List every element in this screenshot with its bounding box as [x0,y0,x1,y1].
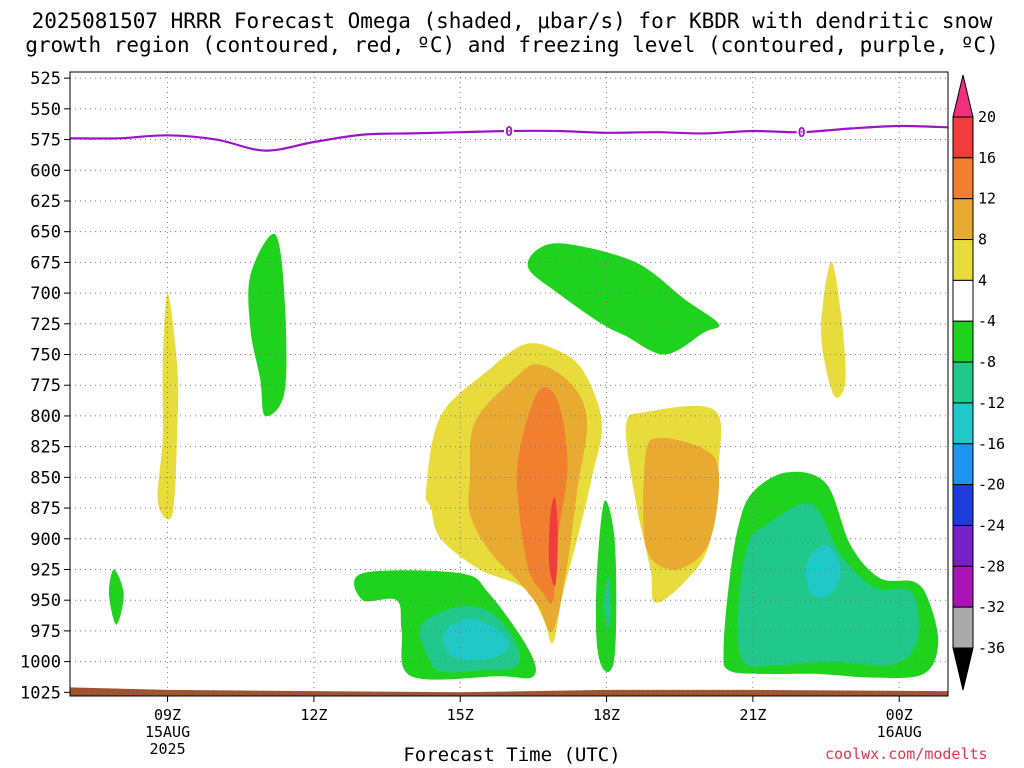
colorbar-label--36: -36 [978,639,1005,657]
y-tick-label-775: 775 [30,376,61,396]
freezing-level-label: 0 [798,126,806,141]
y-tick-label-975: 975 [30,622,61,642]
y-tick-label-575: 575 [30,131,61,151]
x-tick-label-2025: 2025 [149,740,185,758]
colorbar-top-triangle [952,74,974,118]
omega-region-down-18z-core [604,576,611,630]
x-tick-label-12Z: 12Z [300,706,327,724]
omega-region-up-22z [821,262,846,398]
colorbar-swatch-7 [952,402,974,445]
y-tick-label-625: 625 [30,192,61,212]
y-tick-label-650: 650 [30,223,61,243]
y-tick-label-925: 925 [30,560,61,580]
colorbar-swatch-4 [952,279,974,322]
terrain-fill [70,687,948,696]
y-tick-label-600: 600 [30,161,61,181]
colorbar-label-8: 8 [978,231,987,249]
chart-title-line-2: growth region (contoured, red, ºC) and f… [25,33,999,57]
x-tick-label-15Z: 15Z [447,706,474,724]
omega-region-down-11z [248,233,287,417]
plot-frame [69,71,949,697]
omega-region-up-17z-core [548,497,558,587]
colorbar-swatch-9 [952,484,974,526]
y-tick-label-750: 750 [30,346,61,366]
omega-region-down-15z-core [443,618,510,661]
colorbar-label--28: -28 [978,557,1005,575]
y-tick-label-675: 675 [30,253,61,273]
colorbar-swatch-5 [952,320,974,363]
colorbar-swatch-3 [952,239,974,281]
y-tick-label-1000: 1000 [20,653,61,673]
y-tick-label-900: 900 [30,530,61,550]
colorbar-swatch-10 [952,524,974,567]
omega-region-down-19z [527,243,720,355]
colorbar-label-12: 12 [978,190,996,208]
x-axis-label: Forecast Time (UTC) [403,744,621,766]
x-tick-label-15AUG: 15AUG [145,723,190,741]
y-tick-label-850: 850 [30,468,61,488]
omega-region-down-22z-core [805,544,841,598]
y-tick-label-875: 875 [30,499,61,519]
colorbar-label-16: 16 [978,149,996,167]
grid-lines [70,72,948,696]
colorbar-swatch-11 [952,565,974,608]
x-tick-label-16AUG: 16AUG [877,723,922,741]
colorbar-legend: 20 16 12 8 4 -4 -8 -12 -16 -20 -24 -28 -32 -36 [952,74,1005,691]
omega-shaded-regions [108,233,939,680]
y-tick-label-550: 550 [30,100,61,120]
colorbar-label--32: -32 [978,598,1005,616]
x-tick-label-18Z: 18Z [593,706,620,724]
credit-text: coolwx.com/modelts [825,745,988,763]
colorbar-bottom-triangle [952,647,974,691]
y-tick-label-1025: 1025 [20,683,61,703]
omega-region-down-8z [108,569,124,625]
x-tick-label-21Z: 21Z [739,706,766,724]
colorbar-label--24: -24 [978,516,1005,534]
colorbar-label--4: -4 [978,312,996,330]
omega-region-up-09z [157,293,179,520]
colorbar-label--20: -20 [978,476,1005,494]
y-axis-ticks: 525 550 575 600 625 650 675 700 725 750 775 800 825 8… [20,69,70,703]
chart-title-line-1: 2025081507 HRRR Forecast Omega (shaded, … [31,9,993,33]
colorbar-label--16: -16 [978,435,1005,453]
freezing-level-label: 0 [505,125,513,140]
freezing-level-label-bg [796,125,807,140]
y-tick-label-800: 800 [30,407,61,427]
colorbar-swatch-2 [952,198,974,241]
colorbar-swatch-6 [952,361,974,404]
y-tick-label-725: 725 [30,315,61,335]
omega-region-up-19z-core [643,437,720,570]
freezing-level-label-bg [504,123,514,138]
colorbar-label--8: -8 [978,353,996,371]
terrain-strip [70,687,948,696]
x-tick-label-09Z: 09Z [154,706,181,724]
colorbar-label--12: -12 [978,394,1005,412]
y-tick-label-825: 825 [30,438,61,458]
x-tick-label-00Z: 00Z [886,706,913,724]
colorbar-swatch-8 [952,443,974,486]
colorbar-swatch-1 [952,157,974,200]
colorbar-swatch-12 [952,606,974,649]
plot-border [69,71,949,697]
colorbar-label-4: 4 [978,271,987,289]
y-tick-label-700: 700 [30,284,61,304]
colorbar-swatch-0 [952,116,974,159]
y-tick-label-525: 525 [30,69,61,89]
y-tick-label-950: 950 [30,591,61,611]
colorbar-label-20: 20 [978,108,996,126]
